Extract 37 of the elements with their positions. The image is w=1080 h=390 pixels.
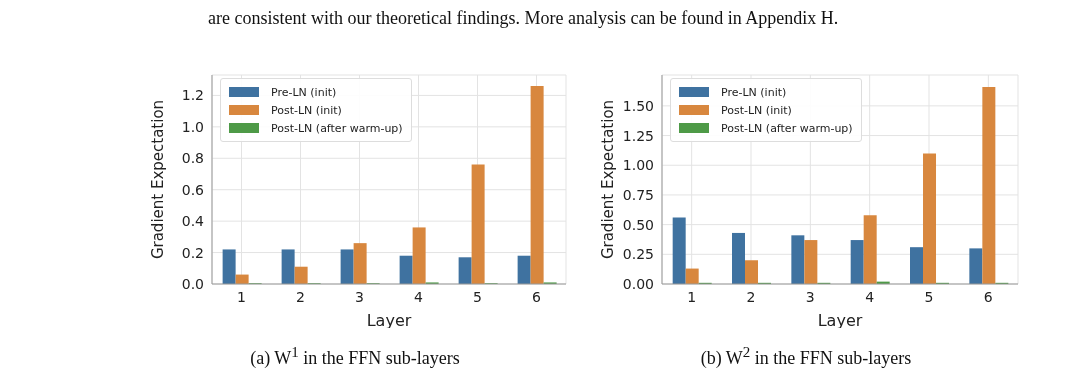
legend-label: Post-LN (init) [721,103,792,117]
x-tick-label: 5 [473,288,482,305]
y-tick-label: 0.00 [622,275,654,292]
text: are consistent with our theoretical findings. More analysis can be found in Appendix H. [208,8,839,29]
y-tick-label: 0.0 [181,275,204,292]
x-tick-label: 3 [355,288,364,305]
y-tick-label: 0.25 [622,246,654,263]
text: (a) W$^{1}$ in the FFN sub-layers [249,344,461,369]
x-tick-label: 2 [746,288,756,305]
x-tick-label: 3 [805,288,815,305]
y-tick-label: 0.8 [181,150,204,167]
y-tick-label: 0.2 [181,244,204,261]
y-tick-label: 1.25 [622,127,654,144]
y-axis-title: Gradient Expectation [149,99,168,260]
y-tick-label: 1.2 [181,87,204,104]
y-tick-label: 0.50 [622,216,654,233]
x-tick-label: 6 [983,288,993,305]
x-tick-label: 2 [296,288,305,305]
legend-label: Post-LN (init) [271,103,342,117]
legend-label: Pre-LN (init) [721,85,787,99]
x-tick-label: 4 [865,288,875,305]
x-tick-label: 4 [414,288,424,305]
x-tick-label: 1 [687,288,697,305]
text: (b) W$^{2}$ in the FFN sub-layers [699,344,913,369]
y-tick-label: 0.6 [181,181,205,198]
legend-label: Post-LN (after warm-up) [271,121,403,135]
legend-label: Pre-LN (init) [271,85,337,99]
x-tick-label: 1 [237,288,246,305]
x-tick-label: 6 [532,288,542,305]
y-tick-label: 1.50 [622,97,654,114]
y-tick-label: 0.4 [181,213,205,230]
y-tick-label: 1.00 [622,157,654,174]
legend-label: Post-LN (after warm-up) [721,121,853,135]
y-axis-title: Gradient Expectation [599,99,618,260]
y-tick-label: 1.0 [181,118,204,135]
y-tick-label: 0.75 [622,186,654,203]
x-tick-label: 5 [924,288,934,305]
